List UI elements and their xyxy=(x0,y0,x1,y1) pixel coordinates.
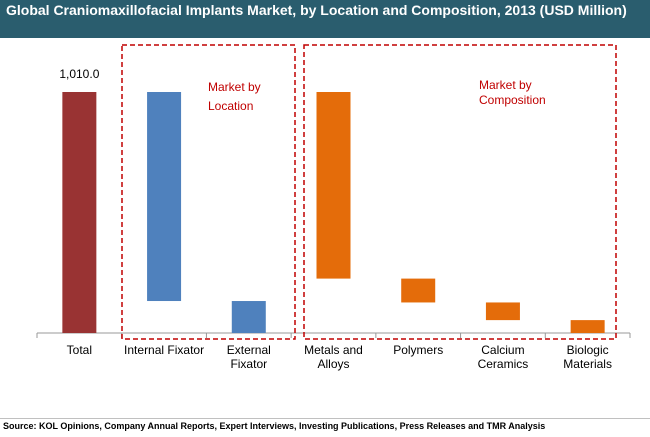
bar-4 xyxy=(401,278,436,303)
data-label-total: 1,010.0 xyxy=(59,67,99,81)
composition-group-label: Market by Composition xyxy=(479,78,546,107)
bar-1 xyxy=(147,92,182,302)
location-group-label: Market by Location xyxy=(208,80,261,113)
chart-title: Global Craniomaxillofacial Implants Mark… xyxy=(0,0,650,38)
bar-2 xyxy=(231,301,266,333)
source-note: Source: KOL Opinions, Company Annual Rep… xyxy=(3,421,546,431)
x-tick-label: Metals and Alloys xyxy=(304,343,363,371)
x-tick-label: Internal Fixator xyxy=(124,343,204,357)
bar-3 xyxy=(316,92,351,279)
x-tick-label: External Fixator xyxy=(227,343,271,371)
location-group-box xyxy=(121,44,296,340)
bar-6 xyxy=(570,320,605,333)
composition-group-box xyxy=(303,44,617,340)
source-divider xyxy=(0,418,650,419)
bar-5 xyxy=(485,302,520,321)
x-tick-label: Calcium Ceramics xyxy=(478,343,529,371)
x-tick-label: Biologic Materials xyxy=(563,343,612,371)
x-tick-label: Total xyxy=(67,343,92,357)
bar-0 xyxy=(62,92,97,333)
x-tick-label: Polymers xyxy=(393,343,443,357)
